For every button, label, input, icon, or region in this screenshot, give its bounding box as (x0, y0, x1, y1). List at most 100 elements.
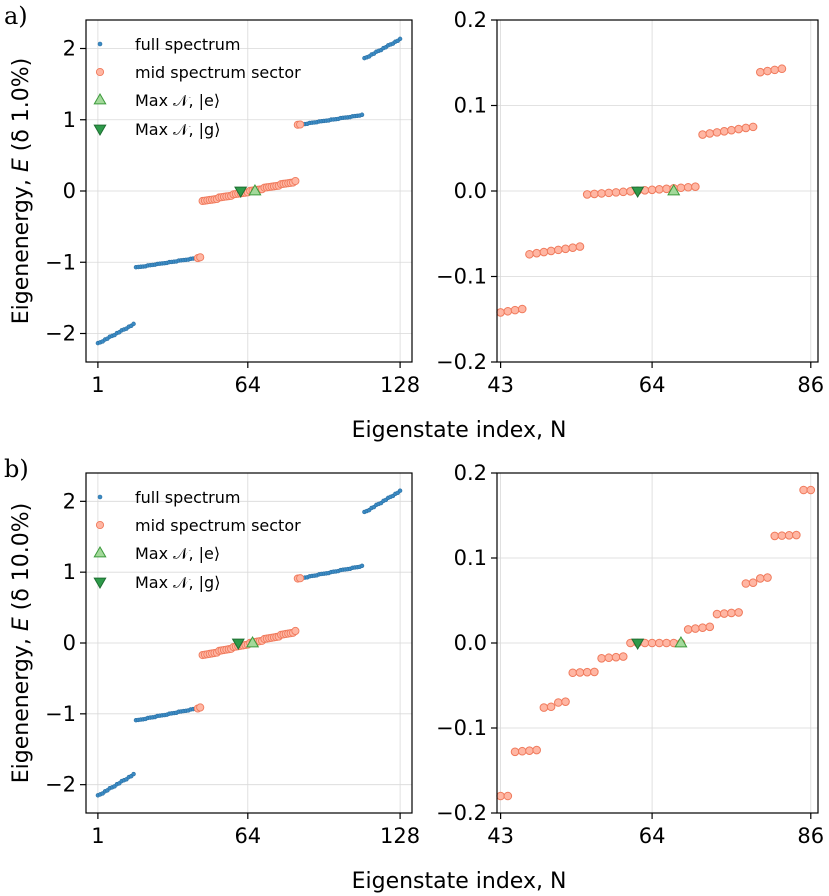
mid-spectrum-point (784, 531, 794, 540)
x-tick-label: 64 (234, 824, 261, 848)
y-tick-label: −0.2 (436, 350, 487, 374)
mid-spectrum-point (590, 189, 599, 199)
mid-spectrum-point (496, 791, 505, 801)
y-tick-label: 2 (63, 37, 76, 61)
mid-spectrum-point (604, 188, 614, 198)
y-tick-label: 0.2 (454, 461, 487, 485)
mid-spectrum-point (618, 652, 628, 661)
y-tick-label: −0.1 (436, 265, 487, 289)
mid-spectrum-point (618, 187, 628, 197)
mid-spectrum-point (525, 746, 534, 755)
mid-spectrum-point (748, 122, 758, 132)
full-spectrum-point (397, 36, 403, 42)
plot-frame (496, 472, 819, 814)
legend-e-marker (93, 92, 107, 105)
mid-spectrum-point (525, 249, 534, 259)
mid-spectrum-point (554, 698, 563, 707)
mid-spectrum-point (503, 791, 513, 801)
full-spectrum-point (131, 321, 136, 327)
mid-spectrum-point (554, 245, 563, 255)
y-tick-label: 0.1 (454, 546, 487, 570)
mid-spectrum-point (539, 703, 549, 712)
mid-spectrum-point (770, 65, 780, 75)
mid-spectrum-point (611, 188, 621, 197)
full-spectrum-point (359, 563, 365, 568)
mid-spectrum-point (741, 123, 751, 133)
mid-spectrum-point (582, 190, 592, 199)
mid-spectrum-point (777, 64, 787, 74)
legend-full-marker (97, 41, 103, 47)
y-tick-label: −0.1 (436, 716, 487, 740)
x-tick-label: 43 (487, 373, 514, 397)
mid-spectrum-point (662, 184, 671, 194)
y-tick-label: 1 (63, 560, 76, 584)
mid-spectrum-point (561, 697, 570, 706)
mid-spectrum-point (712, 128, 722, 137)
y-tick-label: 0.1 (454, 94, 487, 118)
legend-mid-marker (95, 520, 105, 530)
mid-spectrum-point (676, 183, 686, 193)
mid-spectrum-point (727, 125, 736, 135)
y-axis-label-prefix: Eigenenergy, (9, 631, 34, 783)
mid-spectrum-point (575, 668, 585, 677)
chart-panel-4: 43 64 86 −0.2 −0.1 0.0 0.1 0.2 (436, 461, 824, 848)
mid-spectrum-point (755, 67, 765, 77)
y-axis-label-prefix: Eigenenergy, (9, 172, 34, 324)
mid-spectrum-point (763, 66, 772, 76)
x-axis-label-bottom: Eigenstate index, N (352, 869, 567, 894)
y-tick-label: −1 (45, 702, 76, 726)
x-tick-label: 1 (91, 824, 104, 848)
legend-label: full spectrum (135, 35, 240, 54)
mid-spectrum-point (517, 304, 527, 314)
max-n-g-marker (234, 186, 248, 199)
mid-spectrum-point (590, 667, 599, 677)
legend-label: Max 𝒩, |e⟩ (135, 544, 220, 563)
y-tick-label: 0.2 (454, 8, 487, 32)
mid-spectrum-point (517, 746, 527, 756)
mid-spectrum-point (575, 242, 585, 251)
max-n-g-marker (631, 638, 645, 651)
mid-spectrum-point (597, 189, 606, 198)
mid-spectrum-point (748, 578, 758, 587)
mid-spectrum-point (291, 626, 300, 636)
x-tick-label: 1 (91, 373, 104, 397)
x-tick-label: 64 (234, 373, 261, 397)
plot-frame (85, 19, 413, 363)
legend-label: mid spectrum sector (135, 63, 301, 82)
x-tick-label: 64 (639, 373, 666, 397)
mid-spectrum-point (770, 531, 780, 541)
mid-spectrum-point (719, 126, 729, 136)
y-axis-label-param: (δ 1.0%) (9, 58, 34, 159)
chart-panel-1: 1 64 128 −2 −1 0 1 2 full spectrum mid spectrum s… (4, 2, 420, 397)
mid-spectrum-point (597, 654, 606, 663)
mid-spectrum-point (662, 638, 671, 648)
x-tick-label: 86 (797, 373, 824, 397)
full-spectrum-point (131, 771, 136, 777)
y-axis-label: Eigenenergy, E (δ 10.0%) (9, 503, 34, 784)
y-tick-label: 0 (63, 631, 76, 655)
mid-spectrum-point (561, 244, 570, 254)
mid-spectrum-point (532, 745, 541, 755)
y-axis-label-symbol: E (9, 158, 34, 172)
y-tick-label: −0.2 (436, 801, 487, 825)
legend-label: Max 𝒩, |g⟩ (135, 120, 220, 139)
mid-spectrum-point (496, 308, 505, 317)
mid-spectrum-point (698, 623, 707, 633)
y-tick-label: 0 (63, 179, 76, 203)
legend-label: Max 𝒩, |g⟩ (135, 573, 220, 592)
mid-spectrum-point (799, 485, 808, 495)
max-n-g-marker (231, 638, 245, 651)
y-tick-label: −2 (45, 773, 76, 797)
mid-spectrum-point (655, 638, 664, 648)
x-tick-label: 128 (380, 824, 420, 848)
mid-spectrum-point (792, 530, 801, 540)
y-tick-label: −1 (45, 250, 76, 274)
mid-spectrum-point (647, 185, 657, 195)
mid-spectrum-point (546, 246, 556, 256)
legend-label: Max 𝒩, |e⟩ (135, 91, 220, 110)
mid-spectrum-point (683, 625, 693, 634)
x-tick-label: 86 (797, 824, 824, 848)
mid-spectrum-point (806, 485, 816, 495)
mid-spectrum-point (503, 306, 513, 316)
